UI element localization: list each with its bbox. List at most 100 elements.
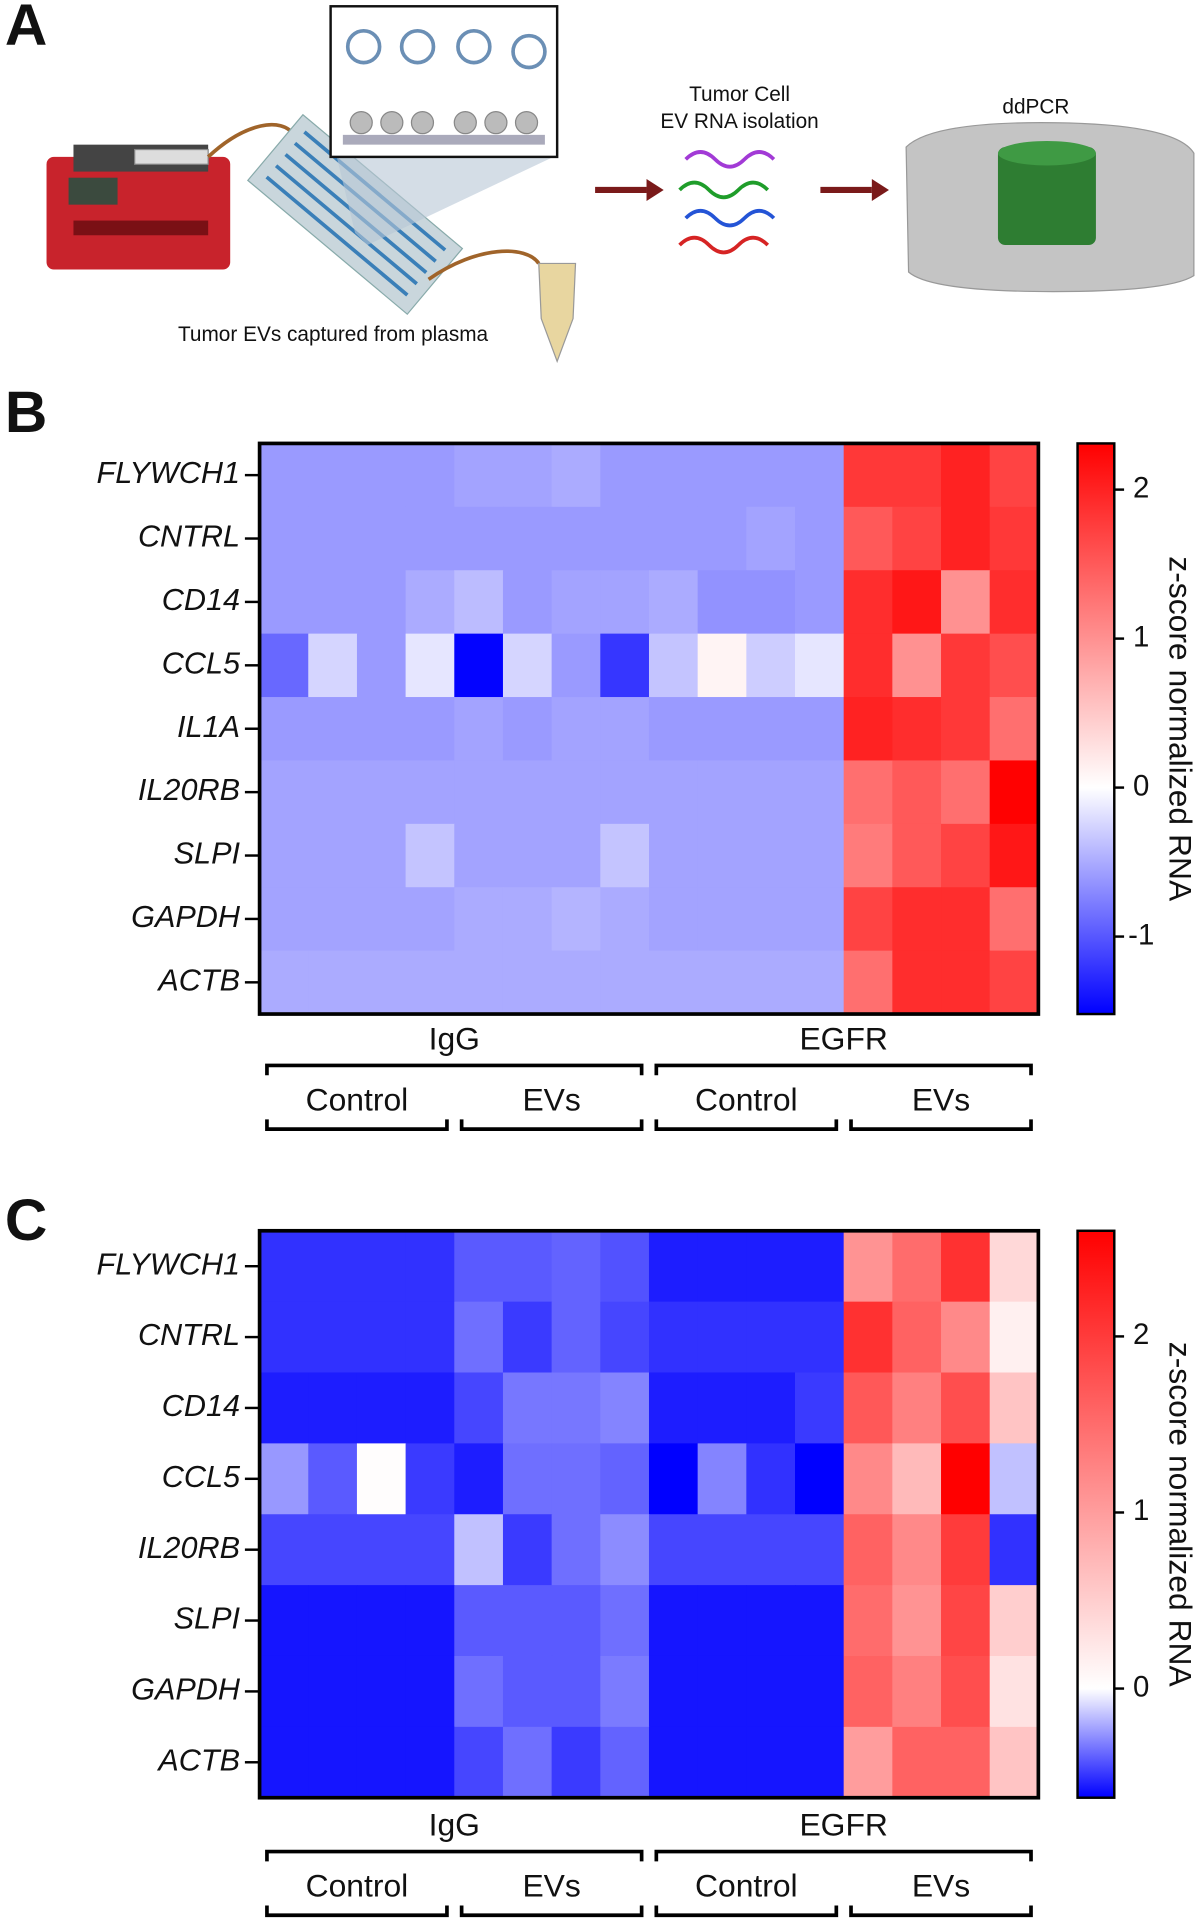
heatmap-cell	[697, 1585, 747, 1657]
heatmap-cell	[843, 1372, 893, 1444]
heatmap-cell	[892, 760, 942, 825]
tubing	[206, 122, 296, 159]
heatmap-cell	[843, 697, 893, 762]
heatmap-cell	[454, 443, 504, 508]
heatmap-cell	[892, 950, 942, 1015]
heatmap-cell	[405, 633, 455, 698]
heatmap-cell	[502, 1372, 553, 1444]
heatmap-cell	[551, 1443, 601, 1515]
group-bracket	[654, 1905, 839, 1918]
arrowhead	[871, 178, 889, 201]
heatmap-cell	[843, 1443, 893, 1515]
heatmap-cell	[308, 1655, 358, 1728]
group-bracket	[459, 1905, 644, 1918]
heatmap-cell	[502, 760, 553, 825]
colorbar-tick-label: 0	[1133, 1670, 1149, 1703]
heatmap-cell	[941, 1585, 991, 1657]
heatmap-cell	[259, 633, 309, 698]
heatmap-cell	[551, 570, 601, 635]
heatmap-cell	[648, 443, 699, 508]
heatmap-cell	[502, 697, 553, 762]
group-bracket	[265, 1905, 449, 1918]
pump-buttons	[73, 220, 209, 236]
heatmap-cell	[843, 443, 893, 508]
row-label: CD14	[162, 1389, 240, 1423]
heatmap-cell	[697, 1726, 747, 1799]
heatmap-cell	[697, 823, 747, 888]
heatmap-cell	[308, 633, 358, 698]
heatmap-frame	[257, 1228, 1041, 1800]
heatmap-cell	[941, 697, 991, 762]
heatmap-cell	[697, 1372, 747, 1444]
heatmap-cell	[795, 697, 845, 762]
heatmap-cell	[356, 950, 407, 1015]
heatmap-cell	[892, 633, 942, 698]
heatmap-cell	[405, 1585, 455, 1657]
heatmap-cell	[989, 760, 1039, 825]
heatmap-cell	[600, 1372, 650, 1444]
heatmap-cell	[454, 1443, 504, 1515]
heatmap-cell	[356, 823, 407, 888]
caption: ddPCR	[1002, 95, 1069, 118]
colorbar-tick-label: 2	[1133, 1318, 1149, 1351]
heatmap-cell	[308, 760, 358, 825]
row-label: SLPI	[174, 1602, 241, 1636]
heatmap-cell	[356, 633, 407, 698]
heatmap-cell	[259, 506, 309, 571]
heatmap-cell	[941, 506, 991, 571]
colorbar	[1076, 442, 1116, 1016]
heatmap-cell	[941, 1230, 991, 1303]
heatmap-cell	[648, 1585, 699, 1657]
row-label: CCL5	[162, 646, 241, 680]
heatmap-cell	[941, 1514, 991, 1586]
heatmap-cell	[405, 1726, 455, 1799]
panel-label: C	[5, 1188, 47, 1253]
heatmap-cell	[356, 570, 407, 635]
heatmap-cell	[454, 570, 504, 635]
heatmap-cell	[843, 950, 893, 1015]
heatmap-cell	[697, 443, 747, 508]
heatmap-cell	[600, 1514, 650, 1586]
heatmap-cell	[259, 1585, 309, 1657]
heatmap-cell	[502, 1655, 553, 1728]
pump	[46, 156, 231, 270]
row-label: CCL5	[162, 1460, 241, 1494]
heatmap-cell	[941, 570, 991, 635]
heatmap-cell	[454, 1301, 504, 1374]
heatmap-cell	[989, 1655, 1039, 1728]
heatmap-cell	[746, 760, 796, 825]
heatmap-cell	[259, 1372, 309, 1444]
heatmap-cell	[405, 1301, 455, 1374]
heatmap-cell	[989, 950, 1039, 1015]
row-label: ACTB	[156, 1743, 240, 1777]
heatmap-cell	[746, 1585, 796, 1657]
heatmap-cell	[308, 950, 358, 1015]
heatmap-cell	[989, 506, 1039, 571]
heatmap-cell	[941, 633, 991, 698]
heatmap-cell	[989, 1585, 1039, 1657]
heatmap-cell	[356, 1301, 407, 1374]
heatmap-cell	[941, 823, 991, 888]
heatmap-cell	[989, 1726, 1039, 1799]
instrument-chamber	[997, 147, 1096, 246]
panel-label: B	[5, 380, 47, 445]
heatmap-cell	[502, 1443, 553, 1515]
heatmap-cell	[795, 887, 845, 952]
panel-a: A Tum	[5, 0, 1195, 364]
heatmap-cell	[892, 887, 942, 952]
heatmap-cell	[648, 823, 699, 888]
group-label: Control	[306, 1868, 409, 1904]
heatmap-cell	[405, 1443, 455, 1515]
heatmap-cell	[308, 887, 358, 952]
heatmap-cell	[454, 1514, 504, 1586]
heatmap-cell	[551, 950, 601, 1015]
heatmap-cell	[697, 697, 747, 762]
row-label: IL20RB	[138, 1531, 240, 1565]
colorbar-title: z-score normalized RNA	[1163, 1342, 1199, 1688]
group-bracket	[654, 1849, 1033, 1862]
heatmap-cell	[795, 506, 845, 571]
heatmap-cell	[259, 760, 309, 825]
heatmap-cell	[989, 1443, 1039, 1515]
row-label: CNTRL	[138, 520, 240, 554]
